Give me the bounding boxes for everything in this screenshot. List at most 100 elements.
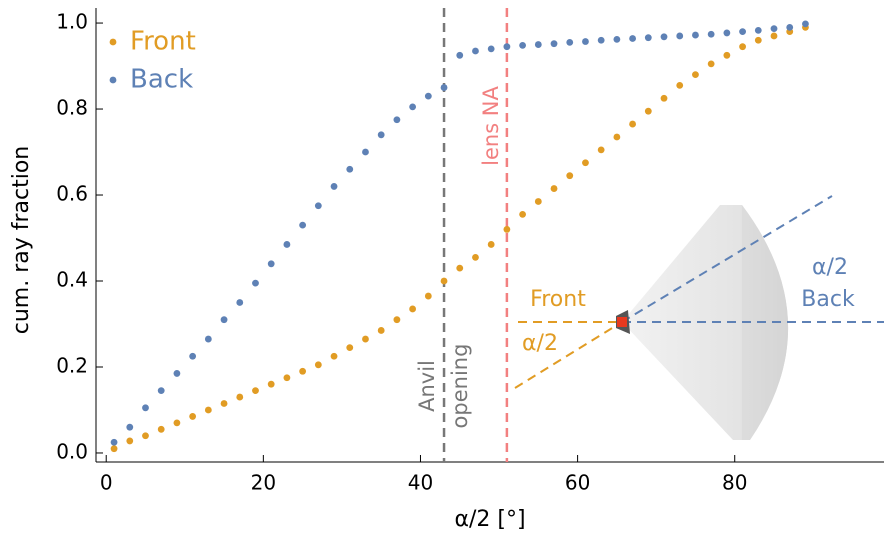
point <box>770 25 778 33</box>
point <box>519 42 527 49</box>
point <box>189 413 197 420</box>
point <box>377 327 385 334</box>
point <box>299 367 307 375</box>
point <box>629 35 636 42</box>
point <box>299 221 307 229</box>
point <box>173 370 181 377</box>
y-tick-label: 0.6 <box>56 182 88 206</box>
point <box>644 34 652 42</box>
point <box>550 40 558 48</box>
inset-diagram: Front α/2 α/2 Back <box>514 195 884 440</box>
y-tick-label: 0.8 <box>56 96 88 120</box>
point <box>440 84 448 91</box>
legend-label: Front <box>130 27 196 57</box>
point <box>126 437 134 445</box>
point <box>157 425 165 433</box>
point <box>346 344 354 352</box>
y-axis-label: cum. ray fraction <box>9 146 34 335</box>
legend-marker <box>109 76 117 84</box>
point <box>770 32 778 40</box>
back-angle-line <box>621 195 833 323</box>
point <box>534 198 542 205</box>
point <box>676 32 684 40</box>
point <box>393 316 401 324</box>
point <box>346 165 354 173</box>
annotation: α/2 <box>812 255 848 280</box>
point <box>707 30 715 38</box>
y-tick-label: 0.0 <box>56 439 88 463</box>
point <box>456 264 464 272</box>
point <box>220 400 228 407</box>
point <box>220 316 228 324</box>
point <box>393 116 401 124</box>
annotation: Back <box>801 287 855 312</box>
point <box>739 43 746 51</box>
x-tick-label: 20 <box>251 471 276 495</box>
point <box>754 26 762 34</box>
point <box>739 28 746 36</box>
point <box>314 202 322 210</box>
y-tick-label: 0.4 <box>56 268 88 292</box>
point <box>424 292 432 300</box>
point <box>487 45 495 53</box>
point <box>267 260 275 268</box>
point <box>126 423 134 431</box>
x-tick-label: 0 <box>100 471 113 495</box>
point <box>629 120 636 128</box>
point <box>550 185 558 192</box>
point <box>613 133 621 141</box>
point <box>409 305 417 313</box>
point <box>110 438 118 446</box>
point <box>723 51 731 59</box>
x-tick-label: 80 <box>722 471 747 495</box>
point <box>204 335 212 343</box>
legend-marker <box>109 38 117 46</box>
point <box>613 35 621 43</box>
point <box>472 253 479 261</box>
point <box>236 393 244 401</box>
x-tick-label: 60 <box>565 471 590 495</box>
point <box>362 335 369 343</box>
y-tick-label: 1.0 <box>56 10 88 34</box>
annotation: Anvil <box>415 360 439 412</box>
front-angle-line <box>514 321 623 389</box>
point <box>283 374 291 382</box>
point <box>692 71 699 79</box>
point <box>173 419 181 427</box>
annotation: α/2 <box>522 331 558 356</box>
point <box>487 241 495 248</box>
point <box>267 380 275 388</box>
point <box>330 352 338 360</box>
point <box>786 23 794 31</box>
sample <box>617 317 627 327</box>
point <box>252 387 259 395</box>
point <box>519 210 527 218</box>
point <box>676 81 684 89</box>
point <box>723 29 731 37</box>
point <box>424 92 432 100</box>
point <box>566 38 574 46</box>
point <box>754 36 762 44</box>
point <box>597 146 605 154</box>
point <box>157 387 165 395</box>
point <box>582 38 589 45</box>
point <box>707 60 715 68</box>
point <box>409 103 417 111</box>
point <box>330 183 338 190</box>
point <box>660 94 668 102</box>
annotation: Front <box>530 287 586 312</box>
point <box>314 361 322 369</box>
point <box>142 432 149 440</box>
point <box>802 20 809 28</box>
point <box>110 445 118 453</box>
annotation: lens NA <box>479 85 503 165</box>
point <box>204 406 212 414</box>
point <box>362 148 369 156</box>
legend-label: Back <box>130 65 193 95</box>
point <box>283 241 291 248</box>
point <box>252 279 259 287</box>
point <box>566 172 574 180</box>
point <box>597 36 605 44</box>
point <box>692 31 699 39</box>
